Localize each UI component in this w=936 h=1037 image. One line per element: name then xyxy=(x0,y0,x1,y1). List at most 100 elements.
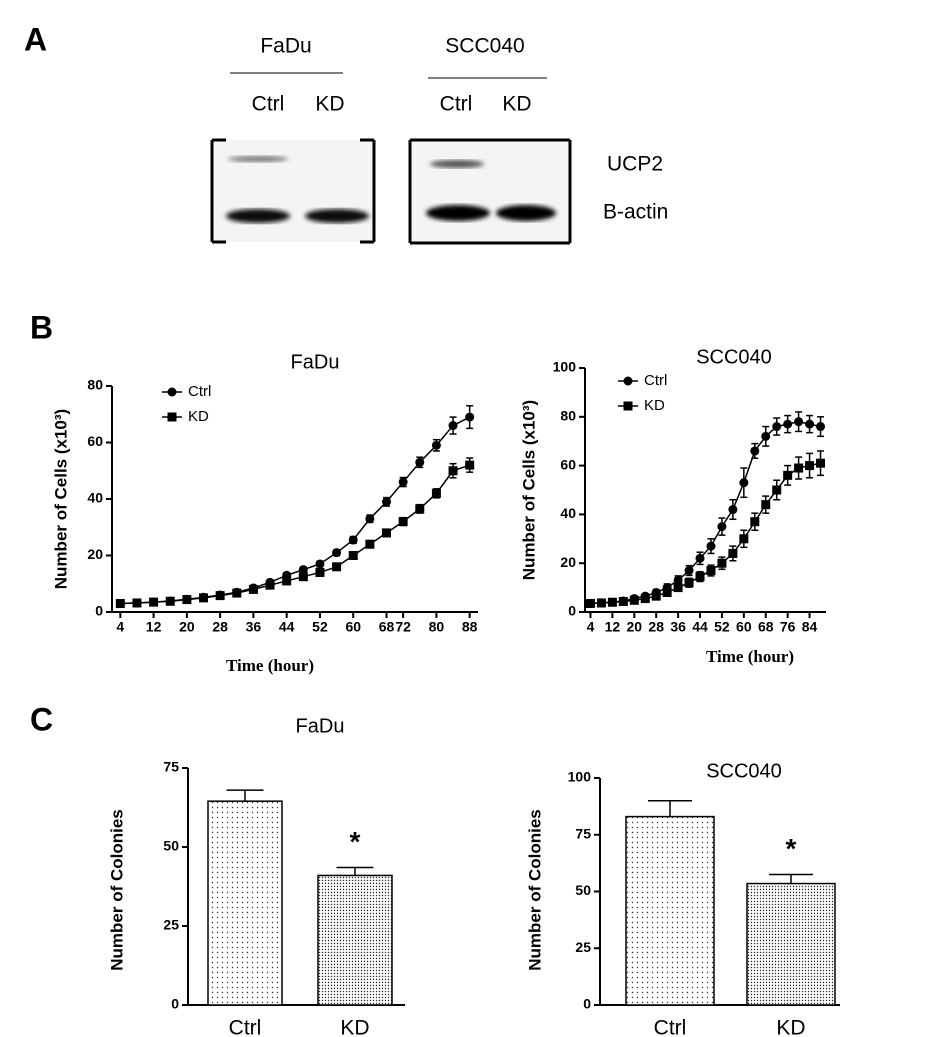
panel-label: A xyxy=(24,21,47,57)
chart: 0 20 40 60 80 FaDu Number of Cells (x10³) 4 12 20… xyxy=(51,351,478,675)
band xyxy=(305,209,369,223)
x-tick-label: 80 xyxy=(429,619,445,635)
protein-label: B-actin xyxy=(603,201,668,224)
band xyxy=(430,160,484,168)
marker xyxy=(132,598,142,608)
x-tick-label: 88 xyxy=(462,619,478,635)
x-tick-label: 12 xyxy=(605,619,621,635)
chart-title: FaDu xyxy=(291,351,340,373)
x-tick-label: 4 xyxy=(116,619,124,635)
marker xyxy=(415,457,425,467)
marker xyxy=(465,460,475,470)
marker xyxy=(149,597,159,607)
series-line xyxy=(120,464,470,605)
chart-title: FaDu xyxy=(296,715,345,737)
marker xyxy=(750,446,760,456)
marker xyxy=(265,580,275,590)
y-tick-label: 0 xyxy=(95,603,103,619)
marker xyxy=(215,591,225,601)
x-tick-label: 68 xyxy=(379,619,395,635)
western-blot: FaDu Ctrl KD SCC040 Ctrl KD UCP2 B-actin xyxy=(210,35,668,245)
legend-marker xyxy=(167,412,177,422)
y-tick-label: 60 xyxy=(560,456,576,472)
series-line xyxy=(590,462,821,605)
chart: 0 20 40 60 80 100 SCC040 Number of Cells (x10³)… xyxy=(519,346,826,666)
panel-label: C xyxy=(30,701,53,737)
chart: 0 25 50 75 100 SCC040 Number of Colonies Ctrl KD… xyxy=(525,760,840,1037)
marker xyxy=(761,500,771,510)
panel-label: B xyxy=(30,309,53,345)
marker xyxy=(282,576,292,586)
bar xyxy=(317,874,393,1006)
bar xyxy=(625,815,715,1006)
marker xyxy=(348,551,358,560)
band xyxy=(496,205,556,221)
marker xyxy=(761,431,771,441)
y-axis-label: Number of Cells (x10³) xyxy=(51,409,70,589)
x-tick-label: 84 xyxy=(802,619,818,635)
annotation: * xyxy=(350,826,361,857)
lane-label: Ctrl xyxy=(440,93,473,116)
legend-label: KD xyxy=(188,408,209,425)
blot-frame xyxy=(210,138,376,244)
marker xyxy=(640,594,650,604)
y-tick-label: 50 xyxy=(575,882,591,898)
legend-marker xyxy=(167,387,177,397)
marker xyxy=(717,558,727,568)
band xyxy=(228,156,288,162)
marker xyxy=(365,514,375,524)
marker xyxy=(115,599,125,609)
y-tick-label: 25 xyxy=(575,939,591,955)
marker xyxy=(365,539,375,549)
x-tick-label: 36 xyxy=(246,619,262,635)
x-tick-label: KD xyxy=(340,1017,369,1037)
marker xyxy=(332,548,342,558)
marker xyxy=(607,597,617,607)
blot-group: SCC040 xyxy=(445,35,524,58)
marker xyxy=(673,583,683,593)
x-tick-label: 52 xyxy=(312,619,328,635)
x-tick-label: 60 xyxy=(345,619,361,635)
lane-label: KD xyxy=(315,93,344,116)
bar xyxy=(746,882,836,1006)
blot-group: FaDu xyxy=(260,35,311,58)
marker xyxy=(431,440,441,450)
marker xyxy=(706,566,716,576)
marker xyxy=(382,528,391,538)
x-tick-label: 28 xyxy=(212,619,228,635)
x-tick-label: Ctrl xyxy=(654,1017,687,1037)
x-tick-label: 4 xyxy=(587,619,595,635)
y-axis-label: Number of Colonies xyxy=(525,809,544,971)
series-line xyxy=(590,420,821,605)
band xyxy=(226,209,290,223)
lane-label: Ctrl xyxy=(252,93,285,116)
lane-label: KD xyxy=(502,93,531,116)
marker xyxy=(695,572,705,582)
marker xyxy=(585,598,595,608)
marker xyxy=(448,466,458,476)
chart: 0 25 50 75 FaDu Number of Colonies Ctrl KD * xyxy=(107,715,405,1037)
annotation: * xyxy=(786,833,797,864)
marker xyxy=(794,417,804,427)
x-tick-label: 68 xyxy=(758,619,774,635)
y-tick-label: 0 xyxy=(583,996,591,1012)
marker xyxy=(816,422,826,432)
x-axis-label: Time (hour) xyxy=(706,647,794,666)
bar xyxy=(207,800,283,1006)
legend-marker xyxy=(623,376,633,386)
x-tick-label: Ctrl xyxy=(229,1017,262,1037)
chart-title: SCC040 xyxy=(696,346,772,368)
marker xyxy=(783,470,793,480)
marker xyxy=(415,504,425,514)
marker xyxy=(717,522,727,532)
marker xyxy=(596,598,606,608)
x-tick-label: 60 xyxy=(736,619,752,635)
marker xyxy=(398,517,408,527)
y-tick-label: 20 xyxy=(560,554,576,570)
y-tick-label: 60 xyxy=(87,433,103,449)
marker xyxy=(673,575,683,585)
marker xyxy=(772,422,782,432)
marker xyxy=(684,566,694,576)
marker xyxy=(651,591,661,601)
marker xyxy=(382,497,391,507)
